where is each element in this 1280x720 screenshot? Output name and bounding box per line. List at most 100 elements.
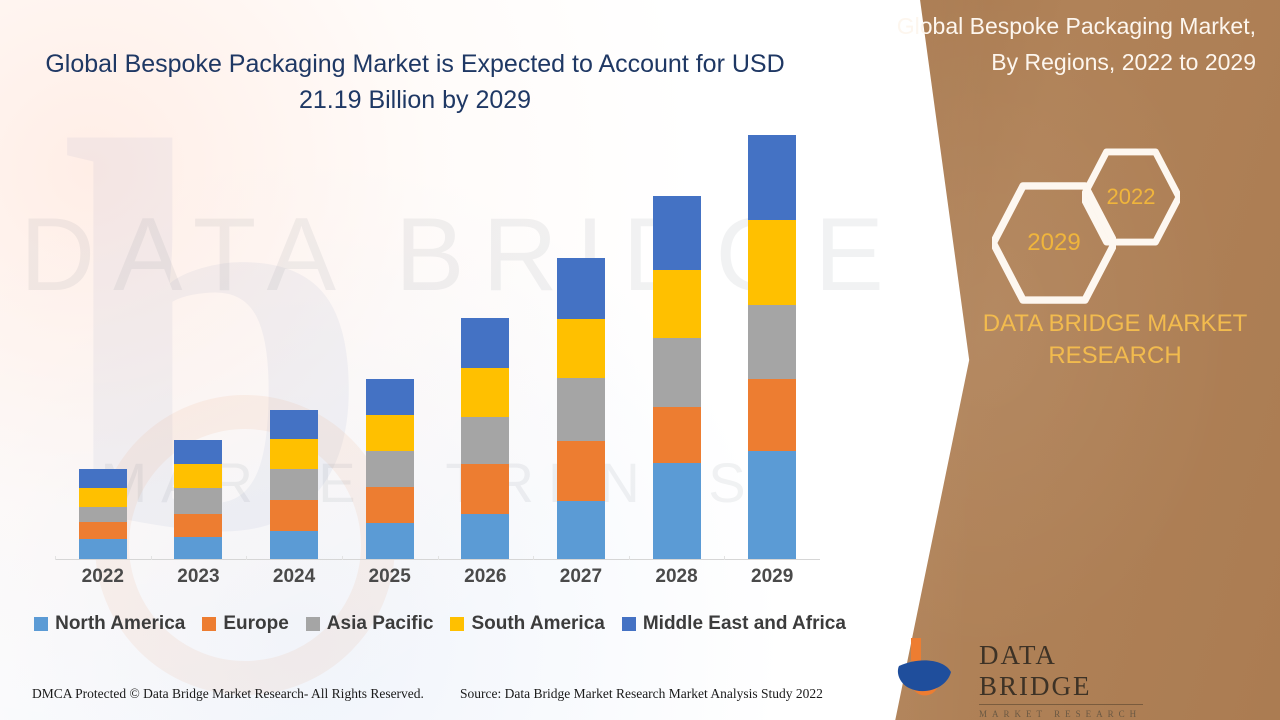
chart-title: Global Bespoke Packaging Market is Expec… <box>45 50 785 114</box>
bar-group[interactable] <box>652 196 701 559</box>
x-axis-label: 2027 <box>559 566 603 587</box>
logo-line-2: MARKET RESEARCH <box>979 709 1142 719</box>
bar-segment[interactable] <box>365 451 414 487</box>
x-axis-label: 2026 <box>464 566 507 587</box>
axis-tick <box>628 556 630 560</box>
axis-tick <box>55 556 56 560</box>
right-panel-title: Global Bespoke Packaging Market, By Regi… <box>896 13 1256 75</box>
bar-segment[interactable] <box>748 451 797 559</box>
brand-name: DATA BRIDGE MARKET RESEARCH <box>982 310 1248 369</box>
x-axis-labels: 2022 2023 2024 2025 2026 2027 2028 2029 <box>55 566 820 594</box>
legend-label: Middle East and Africa <box>642 613 846 634</box>
axis-tick <box>724 556 726 560</box>
bar-segment[interactable] <box>78 469 127 488</box>
bar-segment[interactable] <box>461 368 510 418</box>
bar-segment[interactable] <box>270 530 319 559</box>
bar-segment[interactable] <box>174 537 223 559</box>
right-brand-panel <box>895 0 1280 720</box>
bar-segment[interactable] <box>652 337 701 408</box>
footer-source: Source: Data Bridge Market Research Mark… <box>460 686 823 701</box>
axis-tick <box>341 556 343 560</box>
bar-segment[interactable] <box>748 378 797 452</box>
legend-item[interactable]: Europe <box>202 613 289 635</box>
x-axis-label: 2025 <box>368 566 411 587</box>
data-bridge-logo: DATA BRIDGE MARKET RESEARCH <box>893 634 1143 719</box>
x-axis-label: 2022 <box>81 566 124 587</box>
axis-tick <box>246 556 248 560</box>
axis-tick <box>533 556 535 560</box>
chart-legend: North America Europe Asia Pacific South Ame… <box>34 613 846 635</box>
bar-segment[interactable] <box>78 538 127 559</box>
legend-swatch-icon <box>621 617 636 631</box>
hexagon-badge-2022-label: 2022 <box>1106 184 1156 209</box>
bar-segment[interactable] <box>174 463 223 488</box>
axis-tick <box>150 556 152 560</box>
bar-segment[interactable] <box>78 487 127 507</box>
bar-segment[interactable] <box>652 462 701 559</box>
bar-segment[interactable] <box>461 318 510 369</box>
bar-segment[interactable] <box>748 135 797 220</box>
bar-group[interactable] <box>556 257 605 559</box>
bar-segment[interactable] <box>365 522 414 559</box>
legend-label: Europe <box>223 613 289 634</box>
bar-segment[interactable] <box>461 417 510 464</box>
legend-swatch-icon <box>34 617 49 631</box>
bar-segment[interactable] <box>652 196 701 270</box>
legend-item[interactable]: Asia Pacific <box>305 613 434 635</box>
bar-group[interactable] <box>365 379 414 559</box>
bar-chart-plot-area <box>55 120 820 560</box>
bar-segment[interactable] <box>461 513 510 559</box>
bar-segment[interactable] <box>556 257 605 319</box>
legend-swatch-icon <box>450 617 465 631</box>
bar-segment[interactable] <box>270 410 319 439</box>
x-axis-label: 2023 <box>177 566 220 587</box>
bar-segment[interactable] <box>365 415 414 452</box>
bar-group[interactable] <box>270 410 319 559</box>
bar-group[interactable] <box>78 469 127 559</box>
bar-segment[interactable] <box>365 486 414 523</box>
watermark-data-bridge: DATA BRIDGE <box>20 197 902 313</box>
bar-segment[interactable] <box>652 269 701 338</box>
bar-segment[interactable] <box>78 506 127 522</box>
legend-label: North America <box>55 613 186 634</box>
bar-segment[interactable] <box>748 304 797 379</box>
bar-segment[interactable] <box>270 438 319 470</box>
bar-segment[interactable] <box>365 379 414 416</box>
logo-rule <box>979 704 1143 705</box>
legend-label: Asia Pacific <box>326 613 434 634</box>
bar-segment[interactable] <box>270 469 319 501</box>
x-axis-label: 2028 <box>655 566 698 587</box>
bar-segment[interactable] <box>556 377 605 442</box>
bar-segment[interactable] <box>174 487 223 514</box>
bar-segment[interactable] <box>78 521 127 539</box>
bar-segment[interactable] <box>556 501 605 559</box>
hexagon-badge-2022: 2022 <box>1082 148 1180 246</box>
bar-segment[interactable] <box>174 440 223 464</box>
bar-group[interactable] <box>748 135 797 559</box>
hexagon-outline-icon <box>1082 148 1180 246</box>
bar-segment[interactable] <box>748 219 797 305</box>
bar-segment[interactable] <box>174 513 223 538</box>
bar-segment[interactable] <box>556 441 605 502</box>
x-axis-label: 2024 <box>272 566 316 587</box>
legend-swatch-icon <box>202 617 217 631</box>
hexagon-badge-2029-label: 2029 <box>1027 229 1081 256</box>
bar-group[interactable] <box>461 318 510 559</box>
x-axis-label: 2029 <box>751 566 794 587</box>
data-bridge-mark-icon <box>893 634 969 696</box>
logo-wordmark: DATA BRIDGE MARKET RESEARCH <box>979 640 1143 719</box>
bar-group[interactable] <box>174 440 223 559</box>
bar-segment[interactable] <box>556 318 605 378</box>
bar-segment[interactable] <box>461 463 510 514</box>
bar-segment[interactable] <box>270 500 319 531</box>
bar-segment[interactable] <box>652 407 701 463</box>
axis-tick <box>437 556 439 560</box>
legend-item[interactable]: Middle East and Africa <box>621 613 846 635</box>
legend-item[interactable]: South America <box>450 613 605 635</box>
logo-line-1: DATA BRIDGE <box>979 640 1092 701</box>
legend-item[interactable]: North America <box>34 613 185 635</box>
footer-copyright: DMCA Protected © Data Bridge Market Rese… <box>32 686 424 701</box>
legend-label: South America <box>471 613 605 634</box>
legend-swatch-icon <box>305 617 320 631</box>
